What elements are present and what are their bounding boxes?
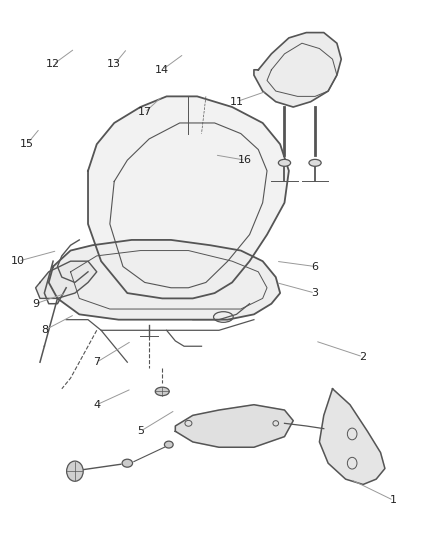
Polygon shape bbox=[49, 240, 280, 320]
Ellipse shape bbox=[155, 387, 169, 395]
Circle shape bbox=[67, 461, 83, 481]
Text: 11: 11 bbox=[230, 96, 244, 107]
Polygon shape bbox=[88, 96, 289, 298]
Text: 16: 16 bbox=[238, 155, 252, 165]
Polygon shape bbox=[175, 405, 293, 447]
Ellipse shape bbox=[279, 159, 290, 166]
Text: 8: 8 bbox=[41, 325, 48, 335]
Text: 17: 17 bbox=[138, 107, 152, 117]
Ellipse shape bbox=[164, 441, 173, 448]
Polygon shape bbox=[254, 33, 341, 107]
Ellipse shape bbox=[122, 459, 133, 467]
Text: 3: 3 bbox=[311, 288, 318, 298]
Polygon shape bbox=[35, 261, 97, 298]
Text: 12: 12 bbox=[46, 60, 60, 69]
Polygon shape bbox=[319, 389, 385, 484]
Text: 13: 13 bbox=[107, 60, 121, 69]
Text: 4: 4 bbox=[93, 400, 100, 410]
Text: 2: 2 bbox=[360, 352, 367, 362]
Text: 6: 6 bbox=[311, 262, 318, 271]
Text: 5: 5 bbox=[137, 426, 144, 437]
Text: 10: 10 bbox=[11, 256, 25, 266]
Ellipse shape bbox=[309, 159, 321, 166]
Text: 15: 15 bbox=[20, 139, 34, 149]
Text: 1: 1 bbox=[390, 495, 397, 505]
Text: 9: 9 bbox=[32, 298, 39, 309]
Text: 14: 14 bbox=[155, 65, 170, 75]
Text: 7: 7 bbox=[93, 357, 100, 367]
